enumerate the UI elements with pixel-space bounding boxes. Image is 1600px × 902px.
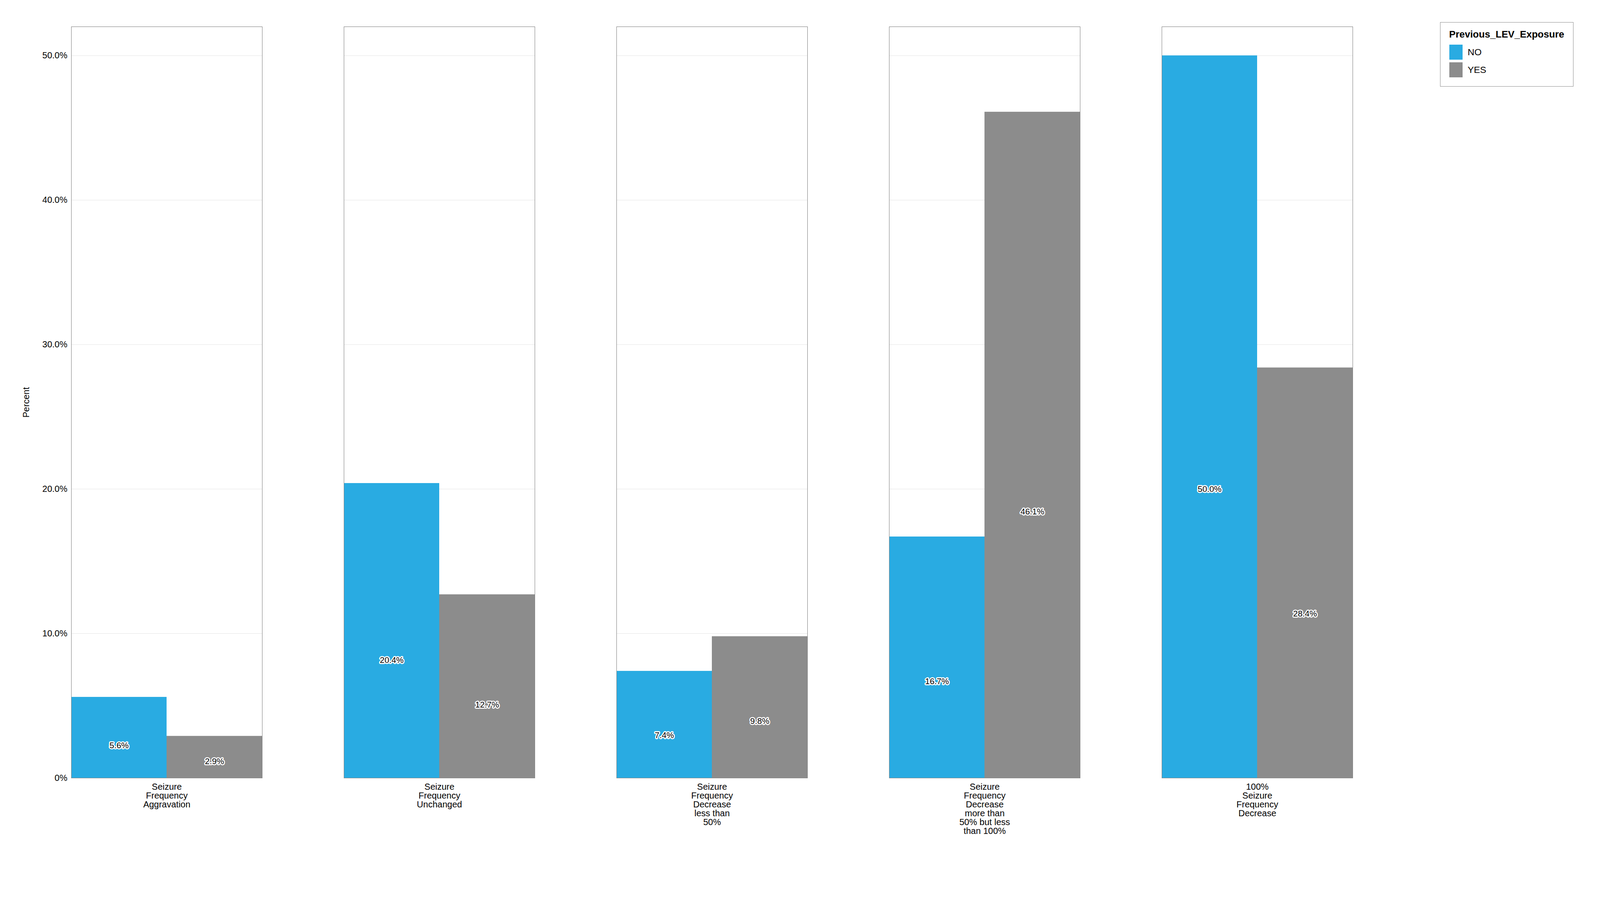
svg-text:50.0%: 50.0% xyxy=(42,50,68,61)
svg-text:100%SeizureFrequencyDecrease: 100%SeizureFrequencyDecrease xyxy=(1236,781,1279,818)
svg-text:SeizureFrequencyUnchanged: SeizureFrequencyUnchanged xyxy=(416,781,462,810)
svg-text:30.0%: 30.0% xyxy=(42,339,68,350)
svg-text:46.1%: 46.1% xyxy=(1020,506,1045,517)
svg-text:20.4%: 20.4% xyxy=(380,655,404,665)
svg-text:0%: 0% xyxy=(54,772,68,783)
svg-text:2.9%: 2.9% xyxy=(205,756,225,766)
svg-text:10.0%: 10.0% xyxy=(42,628,68,639)
svg-text:SeizureFrequencyDecreaseless t: SeizureFrequencyDecreaseless than50% xyxy=(691,781,734,827)
svg-text:50.0%: 50.0% xyxy=(1197,484,1222,494)
svg-text:Percent: Percent xyxy=(21,387,31,418)
svg-text:16.7%: 16.7% xyxy=(925,676,950,686)
svg-text:SeizureFrequencyDecreasemore t: SeizureFrequencyDecreasemore than50% but… xyxy=(959,781,1011,836)
svg-text:5.6%: 5.6% xyxy=(109,740,129,750)
svg-text:12.7%: 12.7% xyxy=(475,699,500,710)
svg-text:20.0%: 20.0% xyxy=(42,483,68,494)
html-text:NO: NO xyxy=(1467,46,1482,58)
html-text:YES: YES xyxy=(1467,64,1487,75)
html-text:Previous_LEV_Exposure: Previous_LEV_Exposure xyxy=(1449,28,1565,40)
svg-text:28.4%: 28.4% xyxy=(1293,608,1318,619)
svg-text:9.8%: 9.8% xyxy=(750,716,770,726)
svg-text:40.0%: 40.0% xyxy=(42,194,68,205)
svg-text:SeizureFrequencyAggravation: SeizureFrequencyAggravation xyxy=(143,781,191,810)
svg-text:7.4%: 7.4% xyxy=(654,730,674,740)
